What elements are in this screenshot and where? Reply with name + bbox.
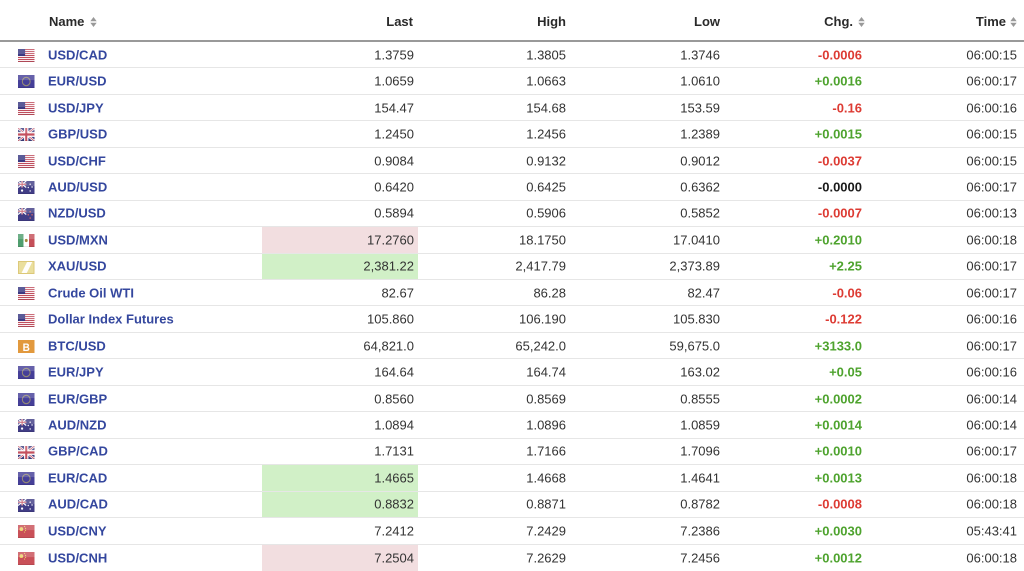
svg-text:B: B: [23, 342, 30, 352]
